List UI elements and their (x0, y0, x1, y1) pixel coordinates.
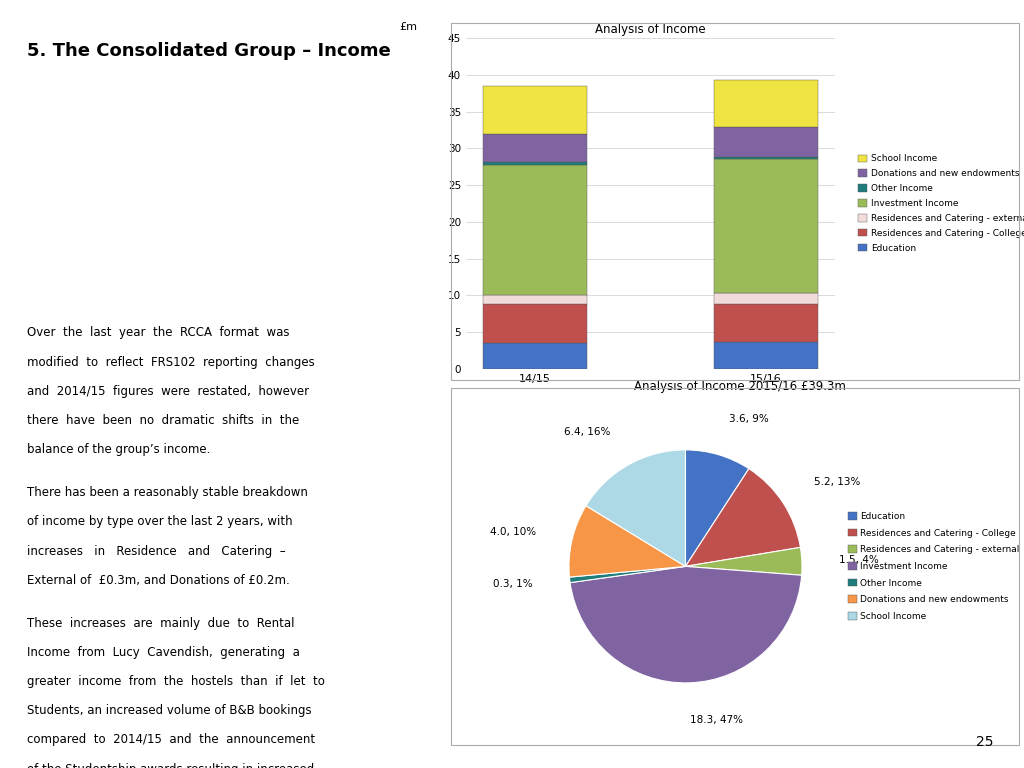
Title: Analysis of Income 2015/16 £39.3m: Analysis of Income 2015/16 £39.3m (634, 380, 846, 393)
Text: Students, an increased volume of B&B bookings: Students, an increased volume of B&B boo… (27, 704, 311, 717)
Text: 6.4, 16%: 6.4, 16% (564, 427, 610, 437)
Bar (482, 295, 587, 304)
Text: compared  to  2014/15  and  the  announcement: compared to 2014/15 and the announcement (27, 733, 314, 746)
Wedge shape (569, 567, 685, 583)
Legend: School Income, Donations and new endowments, Other Income, Investment Income, Re: School Income, Donations and new endowme… (857, 154, 1024, 253)
Bar (482, 304, 587, 343)
Text: These  increases  are  mainly  due  to  Rental: These increases are mainly due to Rental (27, 617, 294, 630)
Title: Analysis of Income: Analysis of Income (595, 23, 706, 36)
Text: External of  £0.3m, and Donations of £0.2m.: External of £0.3m, and Donations of £0.2… (27, 574, 290, 587)
Bar (714, 80, 818, 127)
Wedge shape (586, 450, 685, 567)
Wedge shape (685, 548, 802, 575)
Bar (482, 162, 587, 164)
Wedge shape (569, 506, 685, 577)
Text: modified  to  reflect  FRS102  reporting  changes: modified to reflect FRS102 reporting cha… (27, 356, 314, 369)
Text: 1.5, 4%: 1.5, 4% (839, 554, 879, 564)
Text: There has been a reasonably stable breakdown: There has been a reasonably stable break… (27, 486, 307, 499)
Text: balance of the group’s income.: balance of the group’s income. (27, 443, 210, 456)
Bar (714, 343, 818, 369)
Bar (482, 343, 587, 369)
Legend: Education, Residences and Catering - College, Residences and Catering - external: Education, Residences and Catering - Col… (847, 511, 1021, 622)
Text: 18.3, 47%: 18.3, 47% (690, 715, 743, 725)
Bar (714, 304, 818, 343)
Bar (714, 159, 818, 293)
Text: 25: 25 (976, 735, 993, 749)
Text: 0.3, 1%: 0.3, 1% (494, 579, 532, 589)
Text: £m: £m (399, 22, 418, 31)
Text: there  have  been  no  dramatic  shifts  in  the: there have been no dramatic shifts in th… (27, 414, 299, 427)
Text: Income  from  Lucy  Cavendish,  generating  a: Income from Lucy Cavendish, generating a (27, 646, 300, 659)
Text: 3.6, 9%: 3.6, 9% (729, 414, 769, 424)
Bar (482, 164, 587, 295)
Text: increases   in   Residence   and   Catering  –: increases in Residence and Catering – (27, 545, 286, 558)
Text: of income by type over the last 2 years, with: of income by type over the last 2 years,… (27, 515, 292, 528)
Wedge shape (685, 450, 749, 567)
Text: 5.2, 13%: 5.2, 13% (814, 477, 860, 487)
Wedge shape (685, 468, 801, 567)
Text: 5. The Consolidated Group – Income: 5. The Consolidated Group – Income (27, 42, 390, 60)
Bar (714, 157, 818, 159)
Text: of the Studentship awards resulting in increased: of the Studentship awards resulting in i… (27, 763, 314, 768)
Text: greater  income  from  the  hostels  than  if  let  to: greater income from the hostels than if … (27, 675, 325, 688)
Bar (482, 134, 587, 162)
Text: 4.0, 10%: 4.0, 10% (489, 527, 536, 537)
Text: and  2014/15  figures  were  restated,  however: and 2014/15 figures were restated, howev… (27, 385, 309, 398)
Bar (714, 293, 818, 304)
Text: Over  the  last  year  the  RCCA  format  was: Over the last year the RCCA format was (27, 326, 289, 339)
Bar (714, 127, 818, 157)
Wedge shape (570, 567, 802, 683)
Bar (482, 86, 587, 134)
